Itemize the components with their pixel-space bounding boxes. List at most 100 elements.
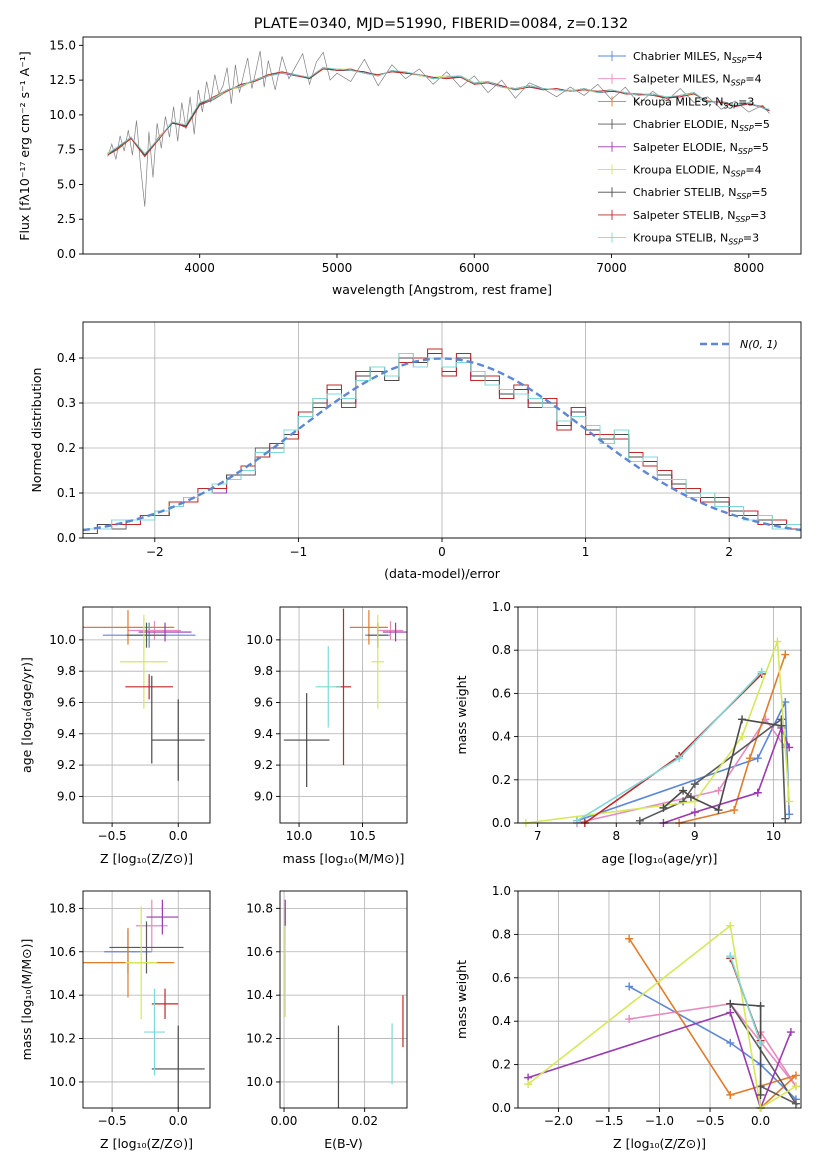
x-tick-label: 0 [438, 545, 446, 559]
legend-label-n: =4 [746, 50, 762, 63]
x-tick-label: −0.5 [98, 1114, 127, 1128]
massweight-series-line [527, 1011, 792, 1111]
legend-label: Salpeter STELIB, NSSP=3 [633, 209, 766, 224]
residual-histogram-step [83, 348, 801, 534]
massweight-point [781, 814, 790, 823]
legend-label-sub: SSP [723, 101, 738, 110]
massweight-point [756, 1090, 765, 1099]
y-tick-label: 10.4 [246, 988, 273, 1002]
y-tick-label: 0.4 [492, 730, 511, 744]
age-vs-Z-panel: −0.5 0.0 9.0 9.2 9.4 9.6 9.8 10.0 Z [log₁₀(Z/Z⊙)… [19, 606, 211, 866]
massweight-point [781, 650, 790, 659]
y-tick-label: 0.2 [492, 1058, 511, 1072]
massweight-series-line [527, 924, 797, 1110]
massweight-point [777, 721, 786, 730]
legend-label-model: Chabrier STELIB, N [633, 186, 737, 199]
y-tick-label: 10.0 [49, 1075, 76, 1089]
x-tick-label: 0.0 [751, 1114, 770, 1128]
y-axis-label: age [log₁₀(age/yr)] [19, 657, 34, 773]
massweight-point [785, 810, 794, 819]
x-axis-label: age [log₁₀(age/yr)] [602, 851, 718, 866]
legend-label-n: =5 [751, 186, 767, 199]
y-tick-label: 0.4 [492, 1014, 511, 1028]
massweight-point [773, 637, 782, 646]
massweight-point [726, 1038, 735, 1047]
legend-label-n: =5 [753, 141, 769, 154]
massweight-point [753, 788, 762, 797]
y-tick-label: 2.5 [57, 212, 76, 226]
spectrum-xlabel: wavelength [Angstrom, rest frame] [332, 282, 552, 297]
massweight-series-line [679, 654, 787, 824]
x-tick-label: −1.5 [594, 1114, 623, 1128]
y-tick-label: 0.0 [57, 531, 76, 545]
plot-frame [82, 606, 211, 824]
mass-vs-Z-panel: −0.5 0.0 10.0 10.2 10.4 10.6 10.8 Z [log₁₀(Z/Z⊙… [19, 890, 211, 1151]
y-tick-label: 9.6 [254, 695, 273, 709]
massweight-point [686, 793, 695, 802]
residuals-panel: −2 −1 0 1 2 0.0 0.1 0.2 0.3 0.4 (data-model)/erro… [29, 321, 802, 581]
legend-label: Chabrier ELODIE, NSSP=5 [633, 118, 770, 133]
x-tick-label: 5000 [322, 261, 353, 275]
massweight-point [714, 786, 723, 795]
plot-frame [279, 606, 408, 824]
legend-label-n: =3 [738, 95, 754, 108]
massweight-series-line [629, 1002, 797, 1087]
massweight-point [730, 806, 739, 815]
y-tick-label: 12.5 [49, 73, 76, 87]
massweight-point [726, 921, 735, 930]
y-tick-label: 0.8 [492, 643, 511, 657]
y-tick-label: 10.0 [49, 633, 76, 647]
x-tick-label: 0.00 [271, 1114, 298, 1128]
y-axis-label: mass weight [454, 960, 469, 1039]
legend-label-sub: SSP [737, 192, 752, 201]
x-tick-label: 0.02 [351, 1114, 378, 1128]
x-tick-label: 8000 [734, 261, 765, 275]
legend-label-n: =3 [750, 209, 766, 222]
x-tick-label: 0.0 [169, 829, 188, 843]
y-tick-label: 7.5 [57, 143, 76, 157]
legend-label-model: Kroupa ELODIE, N [633, 164, 731, 177]
y-tick-label: 0.2 [57, 441, 76, 455]
y-tick-label: 10.8 [246, 901, 273, 915]
massweight-series-line [628, 938, 797, 1109]
legend-label: Chabrier MILES, NSSP=4 [633, 50, 763, 65]
legend-label: Kroupa MILES, NSSP=3 [633, 95, 754, 110]
massweight-series-line [576, 701, 790, 822]
y-tick-label: 10.0 [49, 108, 76, 122]
legend-label-model: Chabrier MILES, N [633, 50, 732, 63]
x-tick-label: 7000 [596, 261, 627, 275]
legend-label-sub: SSP [731, 79, 746, 88]
massweight-point [659, 803, 668, 812]
massweight-point [726, 1008, 735, 1017]
legend-label-sub: SSP [738, 147, 753, 156]
legend-reference-label: N(0, 1) [740, 338, 778, 351]
massweight-point [524, 1080, 533, 1089]
legend-label-n: =4 [745, 164, 761, 177]
x-tick-label: −1 [290, 545, 308, 559]
y-tick-label: 5.0 [57, 177, 76, 191]
massweight-point [745, 754, 754, 763]
x-axis-label: E(B-V) [324, 1136, 363, 1151]
legend-label-n: =4 [745, 73, 761, 86]
massweight-point [791, 1071, 800, 1080]
legend-label-model: Salpeter ELODIE, N [633, 141, 738, 154]
x-axis-label: Z [log₁₀(Z/Z⊙)] [100, 1136, 193, 1151]
massweight-point [679, 786, 688, 795]
y-tick-label: 9.0 [57, 789, 76, 803]
massweight-point [714, 806, 723, 815]
y-tick-label: 0.0 [57, 247, 76, 261]
x-tick-label: −2 [146, 545, 164, 559]
massweight-point [625, 1015, 634, 1024]
y-tick-label: 10.2 [49, 1032, 76, 1046]
spectrum-panel: PLATE=0340, MJD=51990, FIBERID=0084, z=0… [17, 16, 802, 297]
x-tick-label: 2 [725, 545, 733, 559]
y-tick-label: 10.8 [49, 901, 76, 915]
y-tick-label: 10.6 [49, 945, 76, 959]
massweight-point [572, 816, 581, 825]
y-tick-label: 10.6 [246, 945, 273, 959]
y-tick-label: 9.8 [57, 664, 76, 678]
y-tick-label: 0.2 [492, 773, 511, 787]
massweight-point [785, 797, 794, 806]
massweight-point [690, 808, 699, 817]
massweight-point [753, 754, 762, 763]
